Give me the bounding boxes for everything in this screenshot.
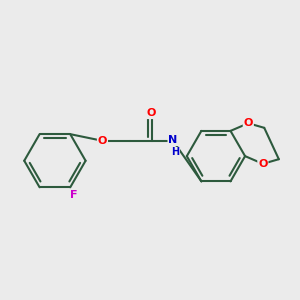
Text: O: O xyxy=(244,118,253,128)
Text: O: O xyxy=(147,108,156,118)
Text: N: N xyxy=(168,135,178,145)
Text: H: H xyxy=(171,148,179,158)
Text: O: O xyxy=(258,159,268,169)
Text: F: F xyxy=(70,190,77,200)
Text: O: O xyxy=(98,136,107,146)
